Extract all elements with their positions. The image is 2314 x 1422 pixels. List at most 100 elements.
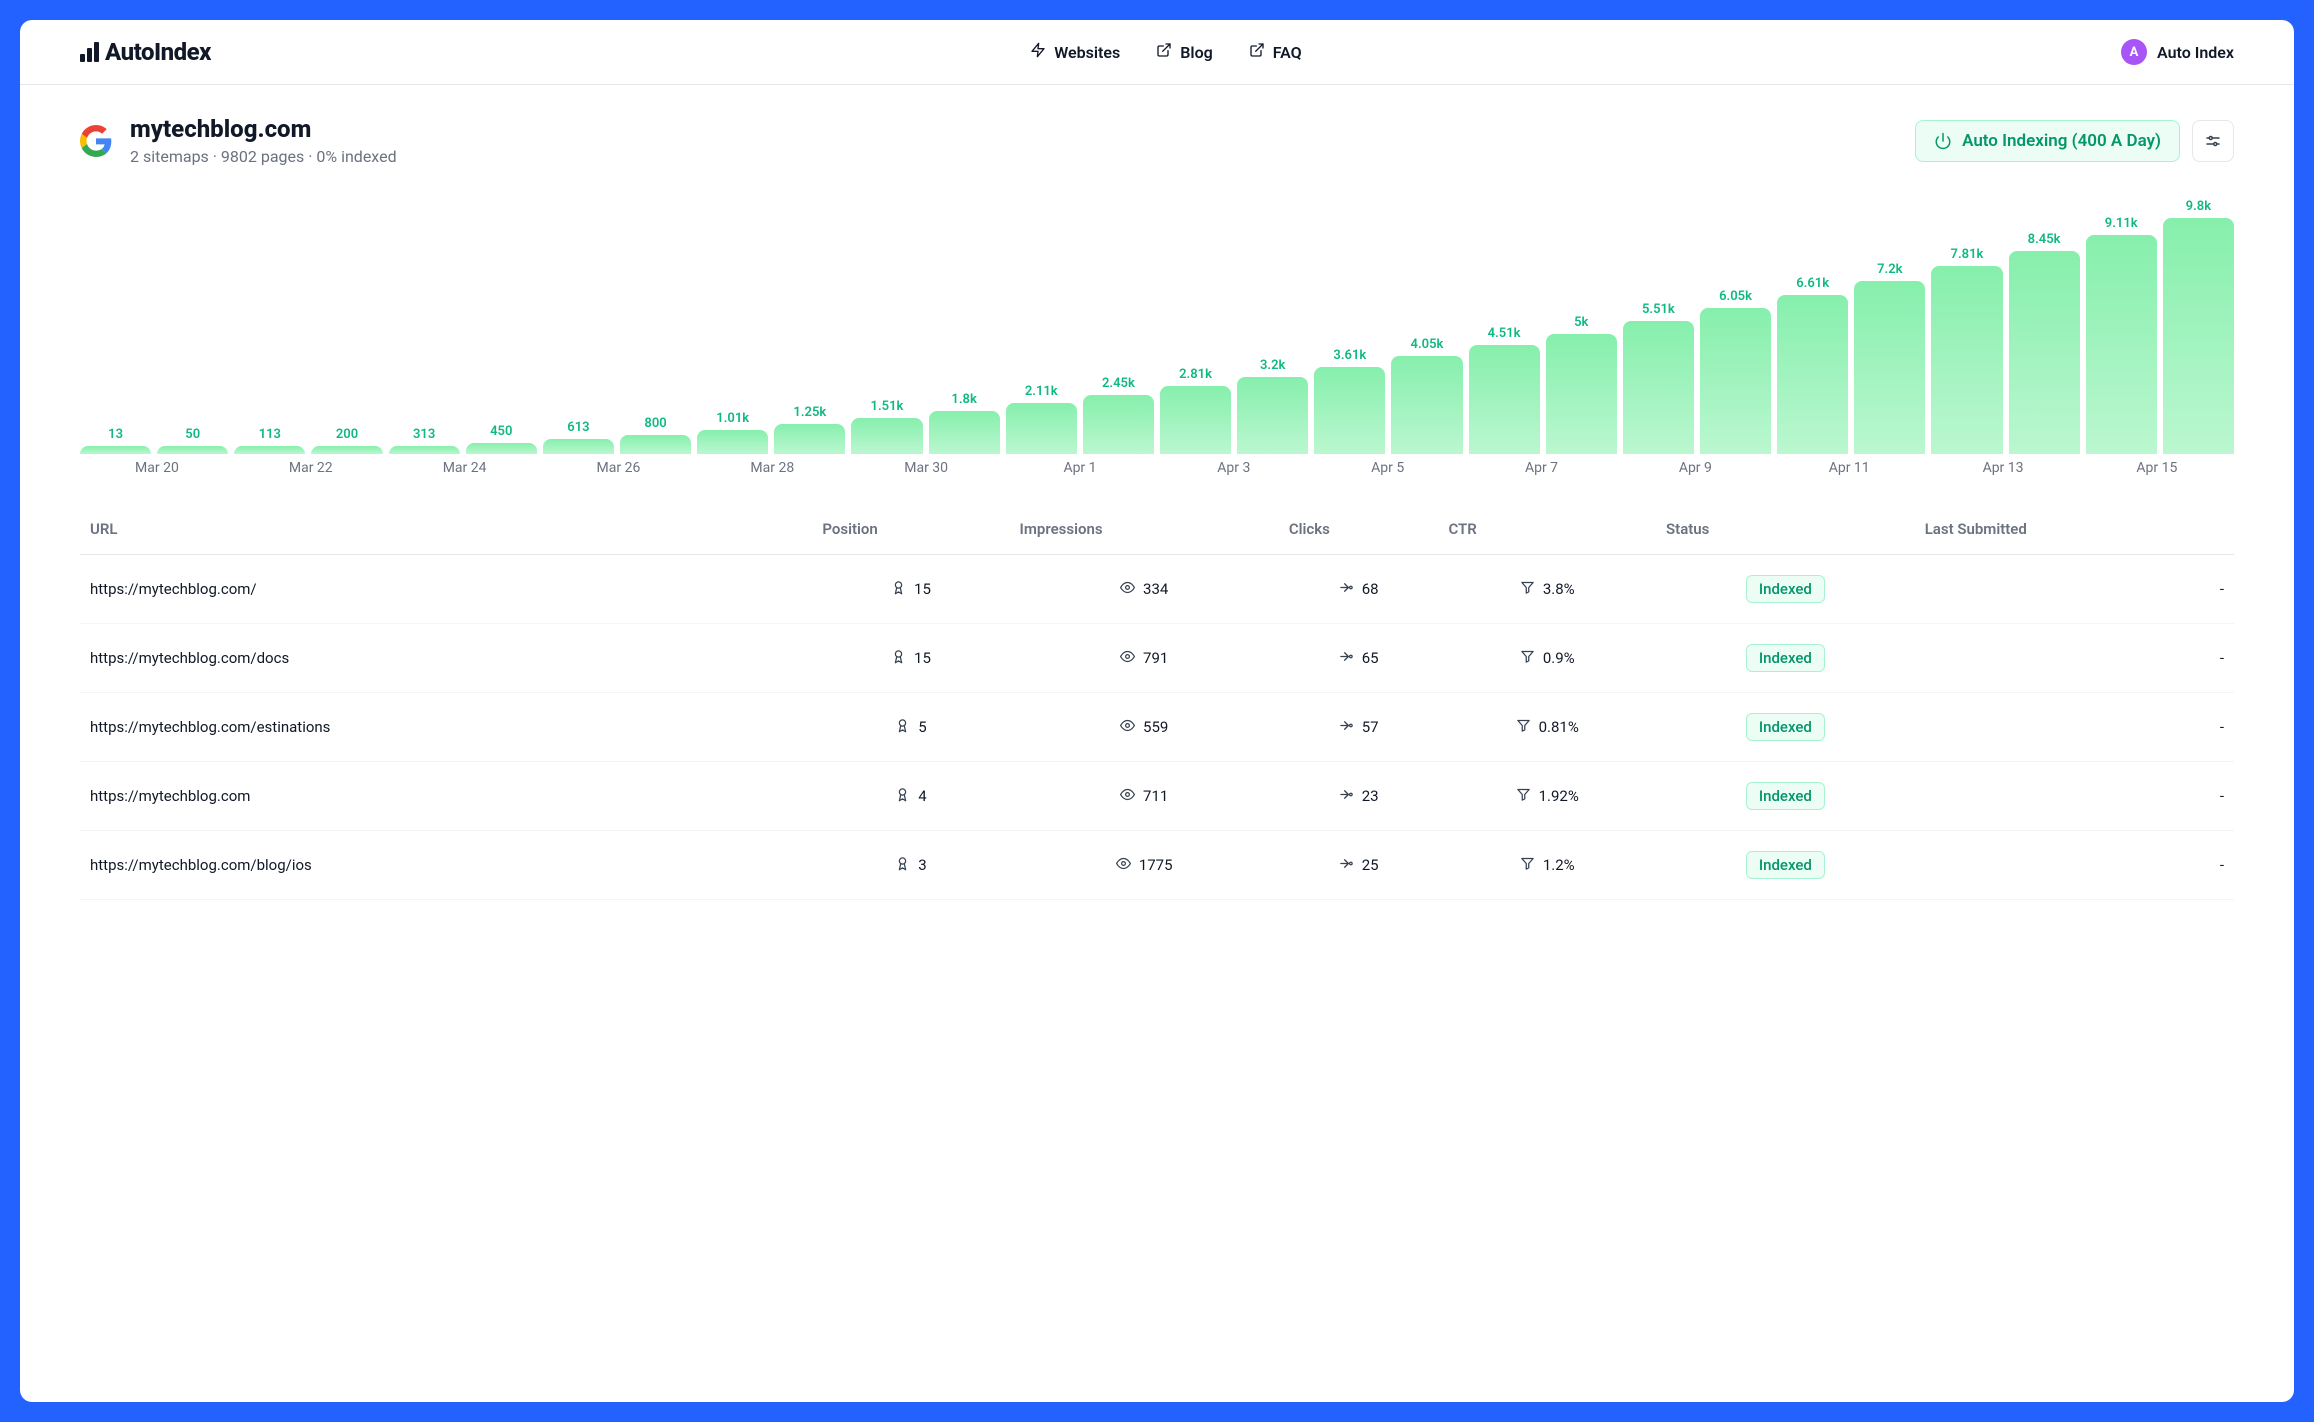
bar-rect: [774, 424, 845, 454]
axis-tick: Apr 3: [1157, 460, 1311, 476]
nav-faq[interactable]: FAQ: [1249, 42, 1302, 62]
bar[interactable]: 800: [620, 416, 691, 454]
bar[interactable]: 2.81k: [1160, 367, 1231, 454]
axis-tick: Mar 26: [542, 460, 696, 476]
brand[interactable]: AutoIndex: [80, 38, 211, 66]
cell-impressions: 334: [1010, 555, 1279, 624]
chart: 13 50 113 200 313450 613 800 1.01k1.25k 1.51k 1.8…: [80, 194, 2234, 476]
bar[interactable]: 8.45k: [2009, 232, 2080, 454]
bar[interactable]: 200: [311, 427, 382, 454]
bar-rect: [697, 430, 768, 454]
col-last[interactable]: Last Submitted: [1915, 504, 2234, 555]
nav-websites[interactable]: Websites: [1030, 42, 1120, 62]
bar[interactable]: 50: [157, 427, 228, 454]
medal-icon: [895, 856, 910, 875]
axis-tick: Apr 11: [1772, 460, 1926, 476]
axis-tick: Apr 9: [1618, 460, 1772, 476]
bar[interactable]: 13: [80, 427, 151, 454]
bar-rect: [2086, 235, 2157, 454]
axis-tick: Apr 15: [2080, 460, 2234, 476]
cell-ctr: 3.8%: [1438, 555, 1656, 624]
bar[interactable]: 2.45k: [1083, 376, 1154, 454]
click-icon: [1339, 856, 1354, 875]
bar[interactable]: 1.8k: [929, 392, 1000, 454]
col-url[interactable]: URL: [80, 504, 812, 555]
bar-value-label: 2.45k: [1102, 376, 1135, 391]
bar[interactable]: 7.81k: [1931, 247, 2002, 454]
bar-rect: [2163, 218, 2234, 454]
bar-value-label: 6.05k: [1719, 289, 1752, 304]
sliders-icon: [2204, 132, 2222, 150]
bar[interactable]: 5.51k: [1623, 302, 1694, 454]
user-name: Auto Index: [2157, 43, 2234, 62]
bar-value-label: 800: [644, 416, 666, 431]
bar-value-label: 613: [567, 420, 589, 435]
bar[interactable]: 113: [234, 427, 305, 454]
url-table: URL Position Impressions Clicks CTR Stat…: [80, 504, 2234, 900]
status-badge: Indexed: [1746, 782, 1825, 810]
bar[interactable]: 613: [543, 420, 614, 454]
bar-rect: [466, 443, 537, 454]
bar[interactable]: 7.2k: [1854, 262, 1925, 454]
auto-index-button[interactable]: Auto Indexing (400 A Day): [1915, 120, 2180, 162]
topbar: AutoIndex Websites Blog FAQ A Auto Index: [20, 20, 2294, 85]
bar[interactable]: 9.8k: [2163, 199, 2234, 454]
medal-icon: [891, 580, 906, 599]
bar[interactable]: 1.01k: [697, 411, 768, 454]
external-icon: [1156, 42, 1172, 62]
bar[interactable]: 6.05k: [1700, 289, 1771, 454]
axis-tick: Apr 1: [1003, 460, 1157, 476]
site-meta: mytechblog.com 2 sitemaps · 9802 pages ·…: [130, 115, 397, 166]
bar-value-label: 1.51k: [871, 399, 904, 414]
funnel-icon: [1520, 580, 1535, 599]
bar-value-label: 50: [185, 427, 200, 442]
brand-text: AutoIndex: [105, 38, 211, 66]
click-icon: [1339, 787, 1354, 806]
bar[interactable]: 5k: [1546, 315, 1617, 454]
bar[interactable]: 2.11k: [1006, 384, 1077, 454]
bar-rect: [234, 446, 305, 454]
bar-rect: [1083, 395, 1154, 454]
table-row[interactable]: https://mytechblog.com/15334683.8%Indexe…: [80, 555, 2234, 624]
bar-value-label: 9.8k: [2186, 199, 2211, 214]
bar[interactable]: 4.51k: [1469, 326, 1540, 454]
bar[interactable]: 450: [466, 424, 537, 454]
settings-button[interactable]: [2192, 120, 2234, 162]
eye-icon: [1120, 787, 1135, 806]
axis-tick: Mar 24: [388, 460, 542, 476]
status-badge: Indexed: [1746, 644, 1825, 672]
table-row[interactable]: https://mytechblog.com/estinations555957…: [80, 693, 2234, 762]
table-row[interactable]: https://mytechblog.com4711231.92%Indexed…: [80, 762, 2234, 831]
bar[interactable]: 313: [389, 427, 460, 454]
bar[interactable]: 3.2k: [1237, 358, 1308, 454]
cell-clicks: 23: [1279, 762, 1439, 831]
cell-status: Indexed: [1656, 831, 1915, 900]
bar[interactable]: 1.25k: [774, 405, 845, 454]
table-row[interactable]: https://mytechblog.com/blog/ios31775251.…: [80, 831, 2234, 900]
bar[interactable]: 3.61k: [1314, 348, 1385, 454]
axis-tick: Mar 30: [849, 460, 1003, 476]
user-menu[interactable]: A Auto Index: [2121, 39, 2234, 65]
bar-rect: [1314, 367, 1385, 454]
nav-blog[interactable]: Blog: [1156, 42, 1212, 62]
bar-value-label: 9.11k: [2105, 216, 2138, 231]
cell-impressions: 711: [1010, 762, 1279, 831]
col-position[interactable]: Position: [812, 504, 1009, 555]
bar[interactable]: 9.11k: [2086, 216, 2157, 454]
col-impressions[interactable]: Impressions: [1010, 504, 1279, 555]
col-ctr[interactable]: CTR: [1438, 504, 1656, 555]
bar[interactable]: 6.61k: [1777, 276, 1848, 454]
site-header-row: mytechblog.com 2 sitemaps · 9802 pages ·…: [80, 115, 2234, 166]
bar-value-label: 113: [259, 427, 281, 442]
bar-rect: [1546, 334, 1617, 454]
click-icon: [1339, 718, 1354, 737]
bar[interactable]: 4.05k: [1391, 337, 1462, 454]
bar-rect: [1700, 308, 1771, 454]
table-row[interactable]: https://mytechblog.com/docs15791650.9%In…: [80, 624, 2234, 693]
col-clicks[interactable]: Clicks: [1279, 504, 1439, 555]
col-status[interactable]: Status: [1656, 504, 1915, 555]
bar[interactable]: 1.51k: [851, 399, 922, 454]
medal-icon: [891, 649, 906, 668]
funnel-icon: [1520, 649, 1535, 668]
bar-rect: [1623, 321, 1694, 454]
